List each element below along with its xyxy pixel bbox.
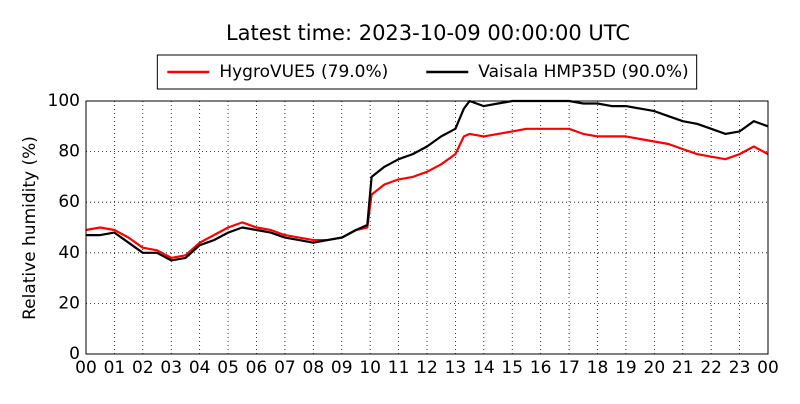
x-tick-label: 16 bbox=[530, 358, 552, 378]
x-tick-label: 21 bbox=[672, 358, 694, 378]
data-line bbox=[86, 99, 769, 262]
x-tick-label: 03 bbox=[160, 358, 182, 378]
x-tick-label: 04 bbox=[189, 358, 211, 378]
x-tick-label: 23 bbox=[729, 358, 751, 378]
x-tick-label: 00 bbox=[75, 358, 97, 378]
x-tick-label: 10 bbox=[359, 358, 381, 378]
data-line bbox=[85, 127, 769, 259]
x-tick-label: 11 bbox=[388, 358, 410, 378]
x-tick-label: 14 bbox=[473, 358, 495, 378]
y-tick-label: 60 bbox=[58, 192, 80, 212]
chart-title: Latest time: 2023-10-09 00:00:00 UTC bbox=[226, 21, 630, 45]
x-tick-label: 15 bbox=[501, 358, 523, 378]
x-tick-label: 13 bbox=[445, 358, 467, 378]
legend-label: HygroVUE5 (79.0%) bbox=[219, 62, 388, 82]
x-tick-label: 09 bbox=[331, 358, 353, 378]
x-tick-label: 12 bbox=[416, 358, 438, 378]
y-tick-label: 20 bbox=[58, 293, 80, 313]
y-axis-label: Relative humidity (%) bbox=[20, 136, 40, 320]
x-tick-label: 19 bbox=[615, 358, 637, 378]
x-tick-label: 08 bbox=[303, 358, 325, 378]
y-tick-label: 80 bbox=[58, 142, 80, 162]
x-tick-label: 01 bbox=[104, 358, 126, 378]
x-tick-label: 22 bbox=[700, 358, 722, 378]
y-tick-label: 40 bbox=[58, 243, 80, 263]
y-tick-label: 0 bbox=[69, 344, 80, 364]
y-tick-label: 100 bbox=[48, 91, 80, 111]
x-tick-label: 18 bbox=[587, 358, 609, 378]
x-tick-label: 20 bbox=[644, 358, 666, 378]
x-tick-label: 00 bbox=[757, 358, 779, 378]
legend: HygroVUE5 (79.0%) Vaisala HMP35D (90.0%) bbox=[156, 54, 698, 90]
x-tick-label: 02 bbox=[132, 358, 154, 378]
legend-label: Vaisala HMP35D (90.0%) bbox=[478, 62, 688, 82]
x-tick-label: 06 bbox=[246, 358, 268, 378]
plot-frame bbox=[85, 100, 769, 355]
x-tick-label: 07 bbox=[274, 358, 296, 378]
x-tick-label: 05 bbox=[217, 358, 239, 378]
x-tick-label: 17 bbox=[558, 358, 580, 378]
